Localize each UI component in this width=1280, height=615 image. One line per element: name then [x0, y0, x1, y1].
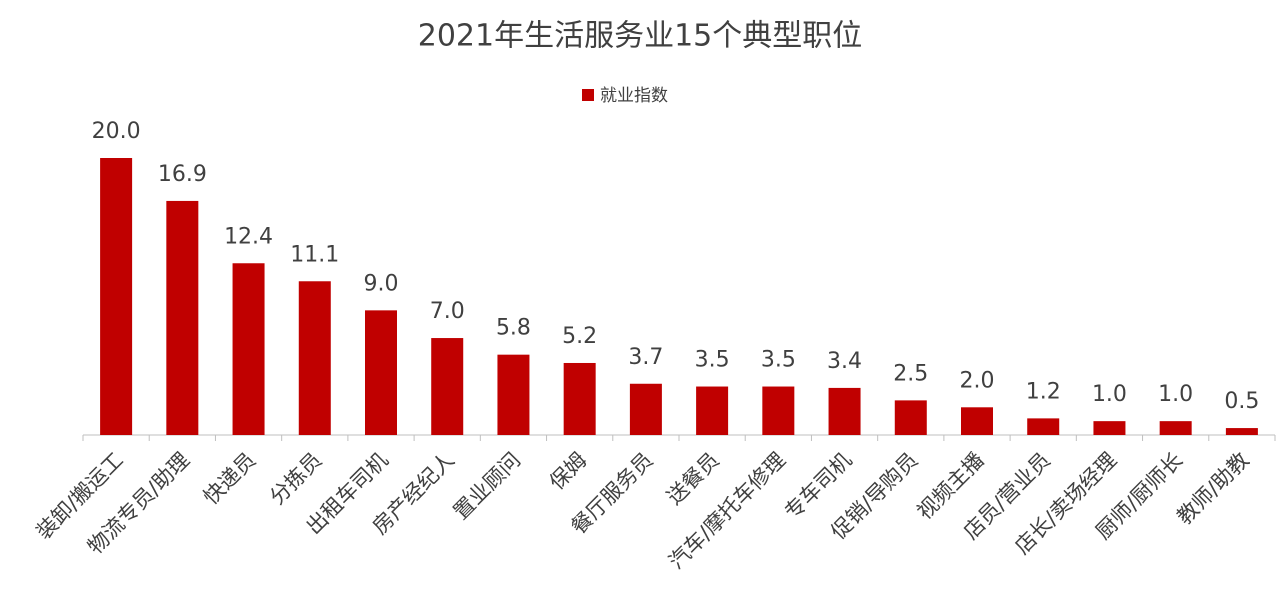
data-label: 3.5	[695, 348, 730, 373]
bar	[762, 386, 795, 435]
data-label: 16.9	[158, 162, 207, 187]
bar	[563, 362, 596, 435]
bar	[894, 400, 927, 435]
x-tick-label: 置业顾问	[449, 448, 525, 524]
bar	[1225, 428, 1258, 435]
x-tick-label: 汽车/摩托车修理	[664, 448, 790, 574]
data-label: 5.2	[562, 324, 597, 349]
data-label: 2.5	[893, 361, 928, 386]
data-label: 1.0	[1092, 382, 1127, 407]
data-label: 3.7	[628, 345, 663, 370]
bar	[100, 158, 133, 435]
bar	[497, 354, 530, 435]
data-label: 11.1	[290, 242, 339, 267]
bar	[961, 407, 993, 435]
bar	[828, 387, 861, 435]
legend-label: 就业指数	[600, 86, 668, 106]
bar	[1093, 421, 1126, 435]
data-label: 2.0	[960, 368, 995, 393]
data-label: 1.2	[1026, 379, 1061, 404]
legend-swatch	[582, 89, 594, 101]
bar	[365, 310, 397, 435]
data-label: 5.8	[496, 316, 531, 341]
bar	[232, 263, 265, 435]
x-tick-label: 保姆	[545, 448, 592, 495]
data-label: 12.4	[224, 224, 273, 249]
data-label: 1.0	[1158, 382, 1193, 407]
data-label: 0.5	[1224, 389, 1259, 414]
bar	[298, 281, 331, 435]
x-tick-label: 送餐员	[662, 448, 724, 510]
data-label: 3.4	[827, 349, 862, 374]
bar	[166, 200, 199, 435]
bar	[1027, 418, 1060, 435]
bar	[431, 338, 464, 435]
data-label: 20.0	[92, 119, 141, 144]
x-tick-label: 快递员	[199, 448, 261, 510]
data-label: 3.5	[761, 348, 796, 373]
bar	[1159, 421, 1192, 435]
bar	[629, 383, 662, 435]
x-tick-label: 教师/助教	[1172, 448, 1253, 529]
chart-title: 2021年生活服务业15个典型职位	[418, 19, 863, 54]
x-tick-label: 分拣员	[265, 448, 327, 510]
bar	[696, 386, 729, 435]
data-label: 9.0	[364, 271, 399, 296]
data-label: 7.0	[430, 299, 465, 324]
